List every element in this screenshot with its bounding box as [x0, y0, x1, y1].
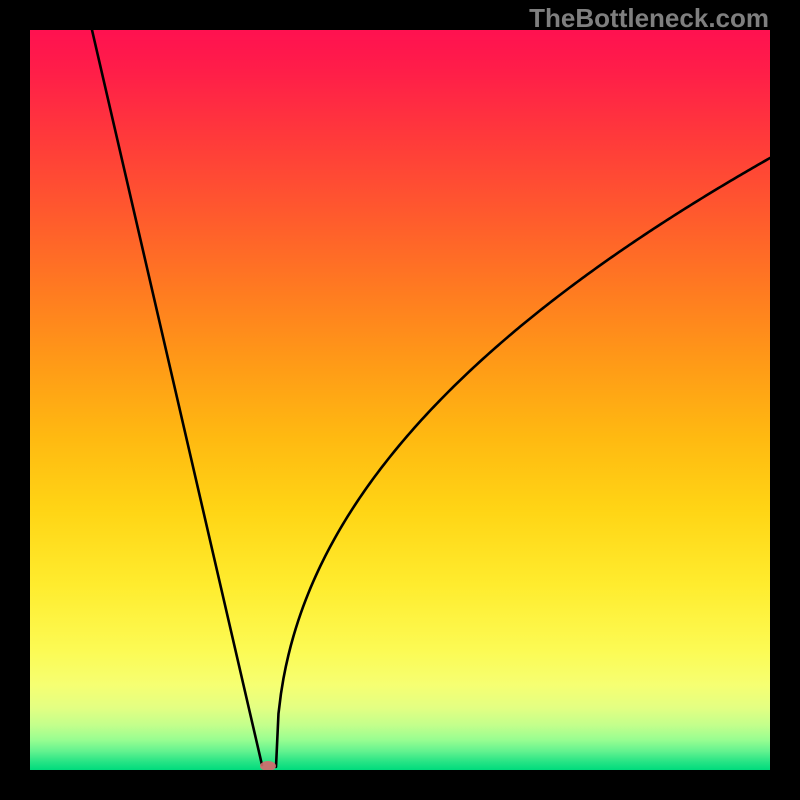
plot-frame [0, 0, 30, 800]
plot-frame [770, 0, 800, 800]
curve-right-branch [276, 158, 770, 767]
plot-area [30, 30, 770, 770]
curve-left-branch [92, 30, 262, 765]
bottleneck-curve [30, 30, 770, 770]
plot-frame [0, 770, 800, 800]
watermark-text: TheBottleneck.com [529, 3, 769, 34]
